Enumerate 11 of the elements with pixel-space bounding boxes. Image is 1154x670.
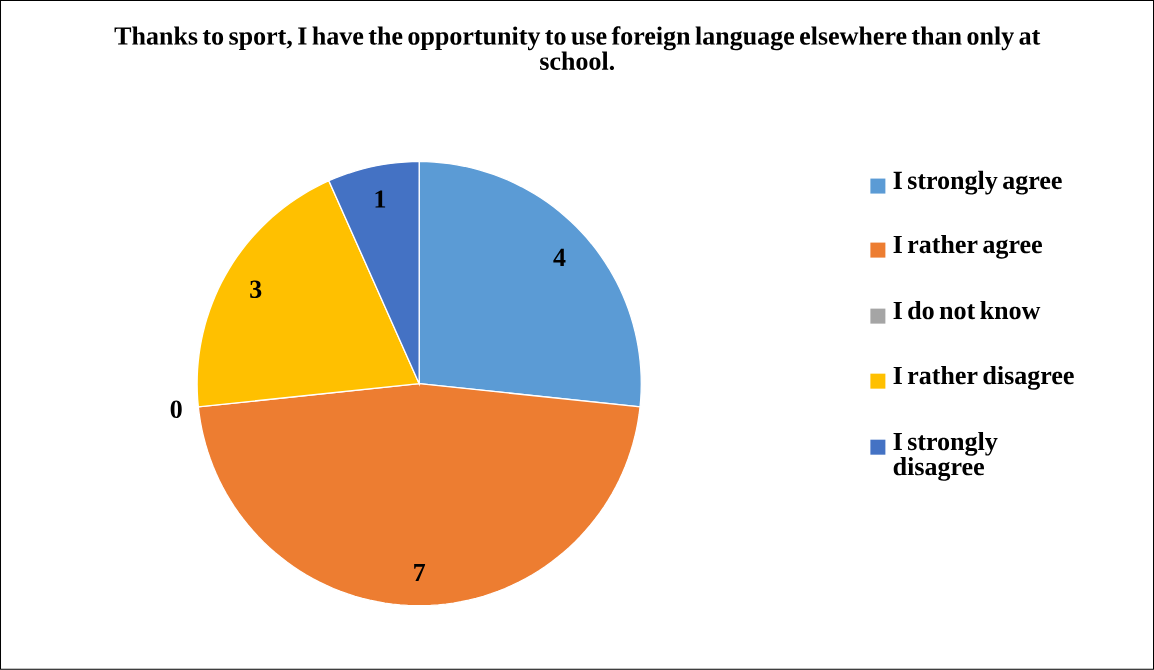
- chart-title: Thanks to sport, I have the opportunity to use foreign language elsewhere than only at school.: [114, 26, 1041, 71]
- legend-label: I rather agree: [893, 234, 1042, 259]
- data-label: 4: [553, 248, 566, 266]
- data-label: 3: [250, 280, 262, 299]
- legend-label: I strongly agree: [893, 170, 1062, 195]
- legend-label: I do not know: [893, 301, 1041, 320]
- data-label: 1: [375, 190, 386, 208]
- data-label: 7: [414, 564, 426, 582]
- legend-label: I rather disagree: [893, 366, 1074, 390]
- text: 0: [170, 400, 182, 419]
- legend-label: I strongly disagree: [893, 432, 998, 481]
